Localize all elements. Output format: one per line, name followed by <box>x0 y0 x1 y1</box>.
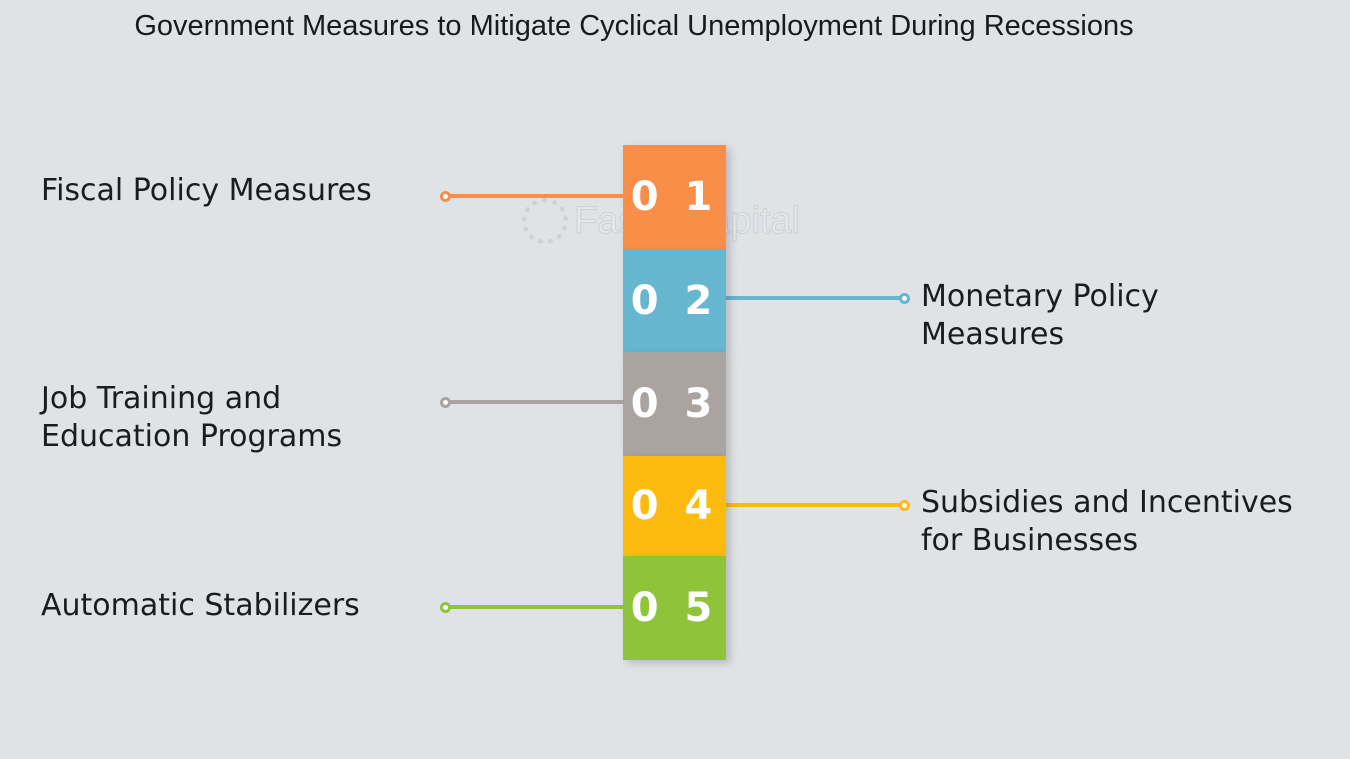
connector-dot-3 <box>440 396 451 408</box>
connector-line-2 <box>726 296 904 300</box>
connector-dot-2 <box>899 292 910 304</box>
step-label-3-line-2: Education Programs <box>41 419 343 454</box>
step-block-5: 0 5 <box>623 556 726 660</box>
step-number-4: 0 4 <box>630 483 719 529</box>
step-number-2: 0 2 <box>630 277 719 324</box>
connector-line-4 <box>726 503 904 507</box>
step-label-4: Subsidies and Incentives for Businesses <box>921 484 1293 560</box>
step-label-1-line-1: Fiscal Policy Measures <box>41 173 372 208</box>
step-block-3: 0 3 <box>623 352 726 456</box>
connector-dot-1 <box>440 190 451 202</box>
step-label-4-line-2: for Businesses <box>921 523 1139 558</box>
step-label-2-line-2: Measures <box>921 317 1065 352</box>
step-block-1: 0 1 <box>623 145 726 249</box>
step-number-1: 0 1 <box>630 174 719 220</box>
step-label-4-line-1: Subsidies and Incentives <box>921 485 1293 520</box>
step-label-3-line-1: Job Training and <box>41 381 282 416</box>
step-label-1: Fiscal Policy Measures <box>41 172 372 210</box>
step-label-3: Job Training and Education Programs <box>41 380 342 456</box>
connector-line-3 <box>446 400 624 404</box>
step-label-2: Monetary Policy Measures <box>921 278 1159 354</box>
step-label-2-line-1: Monetary Policy <box>921 279 1159 314</box>
step-label-5-line-1: Automatic Stabilizers <box>41 588 360 623</box>
step-number-3: 0 3 <box>630 381 719 427</box>
connector-line-5 <box>446 605 624 609</box>
connector-line-1 <box>446 194 624 198</box>
connector-dot-5 <box>440 601 451 613</box>
gear-icon <box>522 198 568 244</box>
step-block-4: 0 4 <box>623 456 726 556</box>
connector-dot-4 <box>899 499 910 511</box>
step-block-2: 0 2 <box>623 249 726 352</box>
diagram-title: Government Measures to Mitigate Cyclical… <box>134 10 1134 42</box>
step-number-5: 0 5 <box>630 585 719 631</box>
step-label-5: Automatic Stabilizers <box>41 587 360 625</box>
